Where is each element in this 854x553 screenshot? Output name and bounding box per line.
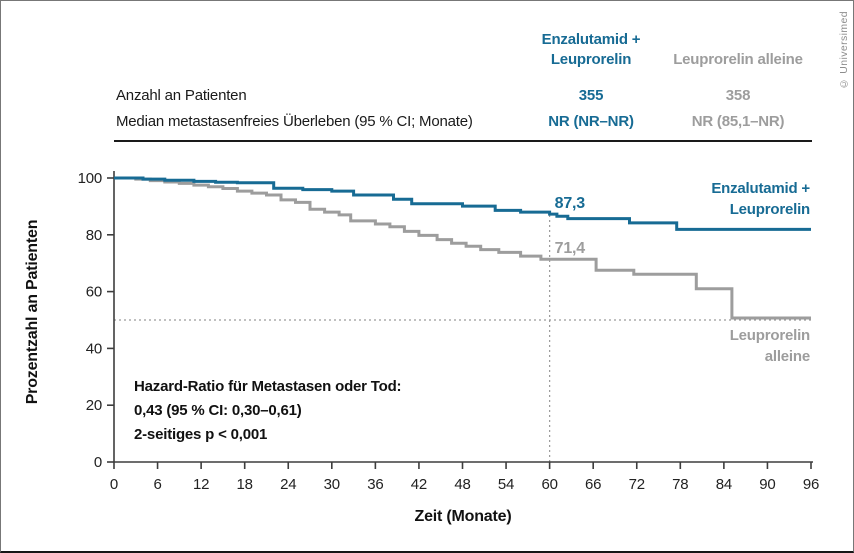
y-tick-label: 100	[78, 170, 102, 187]
x-tick-label: 72	[629, 476, 645, 493]
note-line: Hazard-Ratio für Metastasen oder Tod:	[134, 378, 402, 395]
median-enzalutamid-value: NR (NR–NR)	[548, 113, 634, 130]
x-tick-label: 0	[110, 476, 118, 493]
x-axis-title: Zeit (Monate)	[414, 508, 512, 525]
table-header-line: Leuprorelin alleine	[673, 51, 803, 68]
table-header-line: Leuprorelin	[550, 51, 632, 68]
median-leuprorelin-value: NR (85,1–NR)	[691, 113, 785, 130]
survival-curve-leuprorelin-alleine	[114, 176, 811, 320]
x-tick-label: 42	[411, 476, 427, 493]
patients-enzalutamid-value: 355	[578, 87, 604, 104]
table-header-line: Enzalutamid +	[541, 31, 641, 48]
y-axis-title: Prozentzahl an Patienten	[24, 219, 41, 405]
row-label-patients: Anzahl an Patienten	[116, 87, 247, 104]
curve-label-line: alleine	[764, 348, 810, 365]
x-tick-label: 36	[367, 476, 383, 493]
x-tick-label: 66	[585, 476, 601, 493]
survival-curve-enzalutamid-leuprorelin	[114, 176, 811, 231]
annotation-71,4: 71,4	[555, 240, 586, 257]
x-tick-label: 90	[759, 476, 775, 493]
row-label-median-mfs: Median metastasenfreies Überleben (95 % …	[116, 113, 473, 130]
note-line: 2-seitiges p < 0,001	[134, 426, 268, 443]
x-tick-label: 6	[153, 476, 161, 493]
x-tick-label: 96	[803, 476, 819, 493]
patients-leuprorelin-value: 358	[725, 87, 751, 104]
x-tick-label: 78	[672, 476, 688, 493]
hazard-ratio-note: Hazard-Ratio für Metastasen oder Tod: 0,…	[134, 375, 402, 447]
x-tick-label: 60	[541, 476, 557, 493]
y-tick-label: 0	[94, 454, 102, 471]
x-tick-label: 24	[280, 476, 296, 493]
annotation-87,3: 87,3	[555, 195, 586, 212]
y-tick-label: 40	[86, 340, 102, 357]
table-separator-rule	[114, 140, 812, 142]
x-tick-label: 18	[237, 476, 253, 493]
x-tick-label: 30	[324, 476, 340, 493]
x-tick-label: 54	[498, 476, 514, 493]
note-line: 0,43 (95 % CI: 0,30–0,61)	[134, 402, 302, 419]
y-tick-label: 60	[86, 284, 102, 301]
y-tick-label: 80	[86, 227, 102, 244]
curve-label-line: Enzalutamid +	[711, 180, 810, 197]
x-tick-label: 48	[454, 476, 470, 493]
curve-label-line: Leuprorelin	[729, 327, 811, 344]
x-tick-label: 84	[716, 476, 732, 493]
curve-label-line: Leuprorelin	[729, 201, 811, 218]
curve-label-enzalutamid: Enzalutamid + Leuprorelin	[610, 178, 810, 220]
table-header-leuprorelin: Leuprorelin alleine	[658, 50, 818, 70]
x-tick-label: 12	[193, 476, 209, 493]
table-header-enzalutamid: Enzalutamid + Leuprorelin	[511, 30, 671, 70]
y-tick-label: 20	[86, 397, 102, 414]
curve-label-leuprorelin: Leuprorelin alleine	[610, 325, 811, 367]
